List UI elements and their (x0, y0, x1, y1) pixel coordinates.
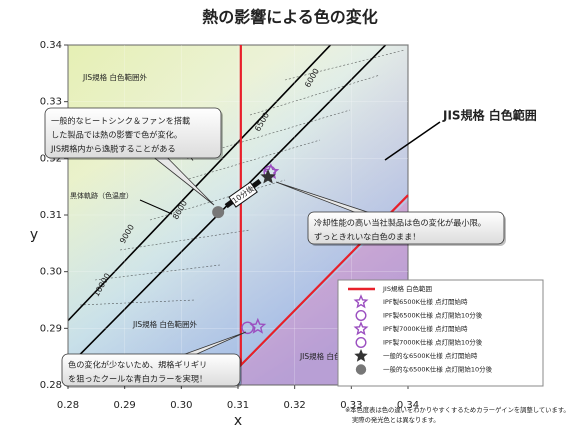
y-tick-label: 0.31 (40, 210, 62, 221)
region-boundary (239, 45, 409, 368)
callout-box (61, 353, 241, 387)
callout-box (307, 211, 505, 245)
legend-marker (355, 310, 367, 322)
callout-box (44, 107, 222, 159)
region-label: JIS規格 白色範囲外 (82, 72, 148, 82)
x-tick-label: 0.31 (227, 400, 249, 411)
footnote: 実際の発光色とは異なります。 (352, 415, 440, 424)
star-marker (260, 168, 276, 184)
callout-text: 冷却性能の高い当社製品は色の変化が最小限。 (314, 218, 486, 228)
footnote: ※本色度表は色の違いをわかりやすくするためカラーゲインを調整しています。 (345, 405, 570, 414)
in-region-pointer (384, 121, 441, 161)
y-axis-label: y (30, 227, 38, 243)
legend-marker (353, 321, 369, 336)
x-tick-label: 0.32 (284, 400, 306, 411)
circle-marker (212, 206, 225, 219)
x-tick-label: 0.33 (340, 400, 362, 411)
region-label: JIS規格 白色範囲外 (299, 351, 365, 361)
legend-label: JIS規格 白色範囲 (382, 284, 432, 293)
legend-marker (355, 364, 367, 375)
x-tick-label: 0.34 (397, 400, 419, 411)
locus-label: 黒体軌跡（色温度） (70, 191, 133, 200)
in-region-label: JIS規格 白色範囲 (442, 108, 537, 123)
x-tick-label: 0.30 (170, 400, 192, 411)
locus-pointer (139, 199, 173, 215)
x-tick-label: 0.29 (114, 400, 136, 411)
x-tick-label: 0.28 (57, 400, 79, 411)
callout-text: した製品では熱の影響で色が変化。 (51, 130, 182, 140)
region-label: JIS規格 白色範囲外 (132, 319, 198, 329)
legend-label: 一般的な6500K仕様 点灯開始10分後 (383, 365, 493, 374)
legend-box (337, 279, 544, 387)
y-tick-label: 0.29 (40, 323, 62, 334)
legend-label: IPF製7000K仕様 点灯開始10分後 (383, 338, 483, 347)
legend-marker (355, 337, 367, 349)
callout-text: を狙ったクールな青白カラーを実現！ (68, 374, 207, 384)
legend-label: IPF製6500K仕様 点灯開始時 (383, 297, 468, 306)
callout-text: ずっときれいな白色のまま！ (314, 232, 420, 242)
y-tick-label: 0.33 (40, 97, 62, 108)
x-axis-label: x (234, 413, 242, 429)
legend-label: IPF製6500K仕様 点灯開始10分後 (383, 311, 483, 320)
circle-marker (241, 321, 254, 335)
legend: JIS規格 白色範囲 IPF製6500K仕様 点灯開始時 IPF製6500K仕様 点… (337, 279, 544, 387)
chart-title: 熱の影響による色の変化 (202, 8, 378, 27)
legend-label: 一般的な6500K仕様 点灯開始時 (383, 351, 478, 360)
callout-text: JIS規格内から逸脱することがある (50, 144, 176, 154)
arrow-label-box (228, 181, 258, 208)
y-tick-label: 0.30 (40, 267, 62, 278)
y-tick-label: 0.28 (40, 380, 62, 391)
callout-text: 一般的なヒートシンク＆ファンを搭載 (51, 116, 190, 126)
legend-marker (353, 294, 369, 309)
callout-text: 色の変化が少ないため、規格ギリギリ (68, 360, 207, 370)
y-tick-label: 0.32 (40, 153, 62, 164)
y-tick-label: 0.34 (40, 40, 62, 51)
legend-marker (354, 348, 368, 362)
legend-label: IPF製7000K仕様 点灯開始時 (383, 324, 468, 333)
